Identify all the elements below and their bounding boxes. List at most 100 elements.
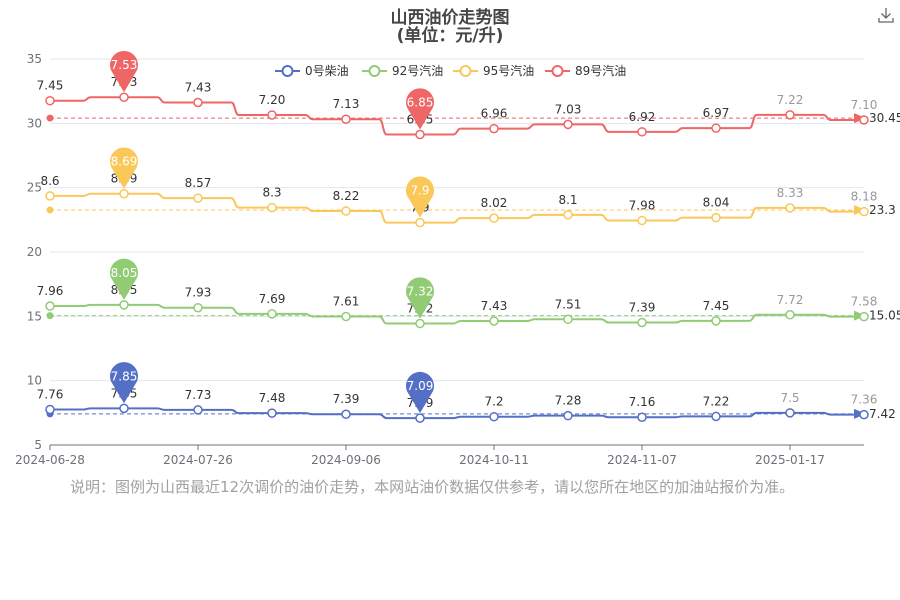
data-point <box>711 212 721 223</box>
x-tick-label: 2024-09-06 <box>311 453 381 467</box>
data-label: 7.2 <box>484 395 503 409</box>
data-point <box>341 114 351 124</box>
data-label: 8.1 <box>558 193 577 207</box>
data-label: 6.92 <box>629 110 656 124</box>
series-line <box>50 96 864 136</box>
max-pin-label: 7.85 <box>111 369 138 383</box>
data-point <box>711 123 721 133</box>
data-label: 8.6 <box>40 174 59 188</box>
data-point <box>489 213 499 223</box>
data-point <box>563 210 573 220</box>
data-label: 8.22 <box>333 189 360 203</box>
data-point <box>637 412 647 422</box>
data-label: 7.10 <box>851 98 878 112</box>
data-label: 7.61 <box>333 294 360 308</box>
legend-marker <box>368 65 381 77</box>
data-point <box>785 408 795 418</box>
data-label: 7.22 <box>777 93 804 107</box>
data-label: 7.73 <box>185 388 212 402</box>
data-point <box>193 97 203 108</box>
data-label: 7.36 <box>851 393 878 407</box>
data-label: 7.28 <box>555 394 582 408</box>
data-point <box>45 95 55 106</box>
data-point <box>637 215 647 226</box>
legend-label: 0号柴油 <box>305 64 349 78</box>
min-pin-label: 7.9 <box>410 184 429 198</box>
chart-note: 说明：图例为山西最近12次调价的油价走势，本网站油价数据仅供参考，请以您所在地区… <box>70 478 795 496</box>
data-label: 6.96 <box>481 107 508 121</box>
data-label: 7.13 <box>333 97 360 111</box>
data-point <box>119 403 129 414</box>
data-label: 7.45 <box>37 79 64 93</box>
data-point <box>415 413 425 423</box>
data-point <box>267 408 277 418</box>
data-point <box>341 409 351 419</box>
data-label: 7.43 <box>481 299 508 313</box>
data-label: 7.39 <box>333 392 360 406</box>
data-point <box>637 317 647 328</box>
data-label: 7.76 <box>37 387 64 401</box>
data-point <box>637 127 647 137</box>
data-label: 7.20 <box>259 93 286 107</box>
data-point <box>785 110 795 120</box>
y-tick-label: 10 <box>27 374 42 388</box>
data-point <box>711 316 721 326</box>
data-label: 8.04 <box>703 196 730 210</box>
series-line <box>50 407 864 420</box>
min-pin-label: 7.32 <box>407 285 434 299</box>
data-label: 7.98 <box>629 198 656 212</box>
average-label: 30.45 <box>869 111 900 125</box>
data-point <box>45 404 55 415</box>
legend-marker <box>459 65 472 77</box>
y-tick-label: 35 <box>27 52 42 66</box>
data-point <box>859 206 869 217</box>
data-point <box>563 314 573 325</box>
data-point <box>45 301 55 311</box>
data-point <box>711 411 721 422</box>
data-point <box>415 318 425 329</box>
data-point <box>415 129 425 140</box>
data-label: 7.51 <box>555 297 582 311</box>
data-point <box>341 206 351 216</box>
data-label: 7.48 <box>259 391 286 405</box>
download-icon[interactable] <box>877 6 895 24</box>
data-point <box>341 311 351 322</box>
data-label: 6.97 <box>703 106 730 120</box>
y-tick-label: 20 <box>27 245 42 259</box>
data-label: 7.93 <box>185 286 212 300</box>
data-point <box>119 300 129 310</box>
max-pin <box>110 258 138 300</box>
min-pin-label: 7.09 <box>407 379 434 393</box>
data-point <box>785 310 795 320</box>
data-label: 7.5 <box>780 391 799 405</box>
data-point <box>563 410 573 421</box>
line-chart: 5 10 15 20 25 30 35 2024-06-28 2024-07-26 2024-09… <box>15 51 900 467</box>
data-point <box>563 119 573 130</box>
chart-subtitle: (单位：元/升) <box>396 26 504 46</box>
x-tick-label: 2024-06-28 <box>15 453 85 467</box>
min-pin-label: 6.85 <box>407 96 434 110</box>
data-label: 7.96 <box>37 284 64 298</box>
legend-marker <box>281 65 294 77</box>
max-pin-label: 8.69 <box>111 155 138 169</box>
data-point <box>193 193 203 203</box>
data-label: 8.02 <box>481 196 508 210</box>
data-point <box>859 409 869 420</box>
data-point <box>119 188 129 199</box>
average-label: 7.42 <box>869 407 896 421</box>
x-tick-label: 2025-01-17 <box>755 453 825 467</box>
data-point <box>859 115 869 125</box>
data-point <box>415 217 425 228</box>
data-label: 7.39 <box>629 301 656 315</box>
data-label: 7.03 <box>555 102 582 116</box>
data-label: 8.57 <box>185 176 212 190</box>
average-start-marker <box>46 312 54 320</box>
average-start-marker <box>46 114 54 122</box>
data-point <box>489 316 499 326</box>
data-point <box>489 411 499 422</box>
data-point <box>45 191 55 201</box>
y-tick-label: 30 <box>27 116 42 130</box>
y-tick-label: 5 <box>34 438 42 452</box>
legend-label: 95号汽油 <box>483 63 534 78</box>
data-label: 8.3 <box>262 186 281 200</box>
